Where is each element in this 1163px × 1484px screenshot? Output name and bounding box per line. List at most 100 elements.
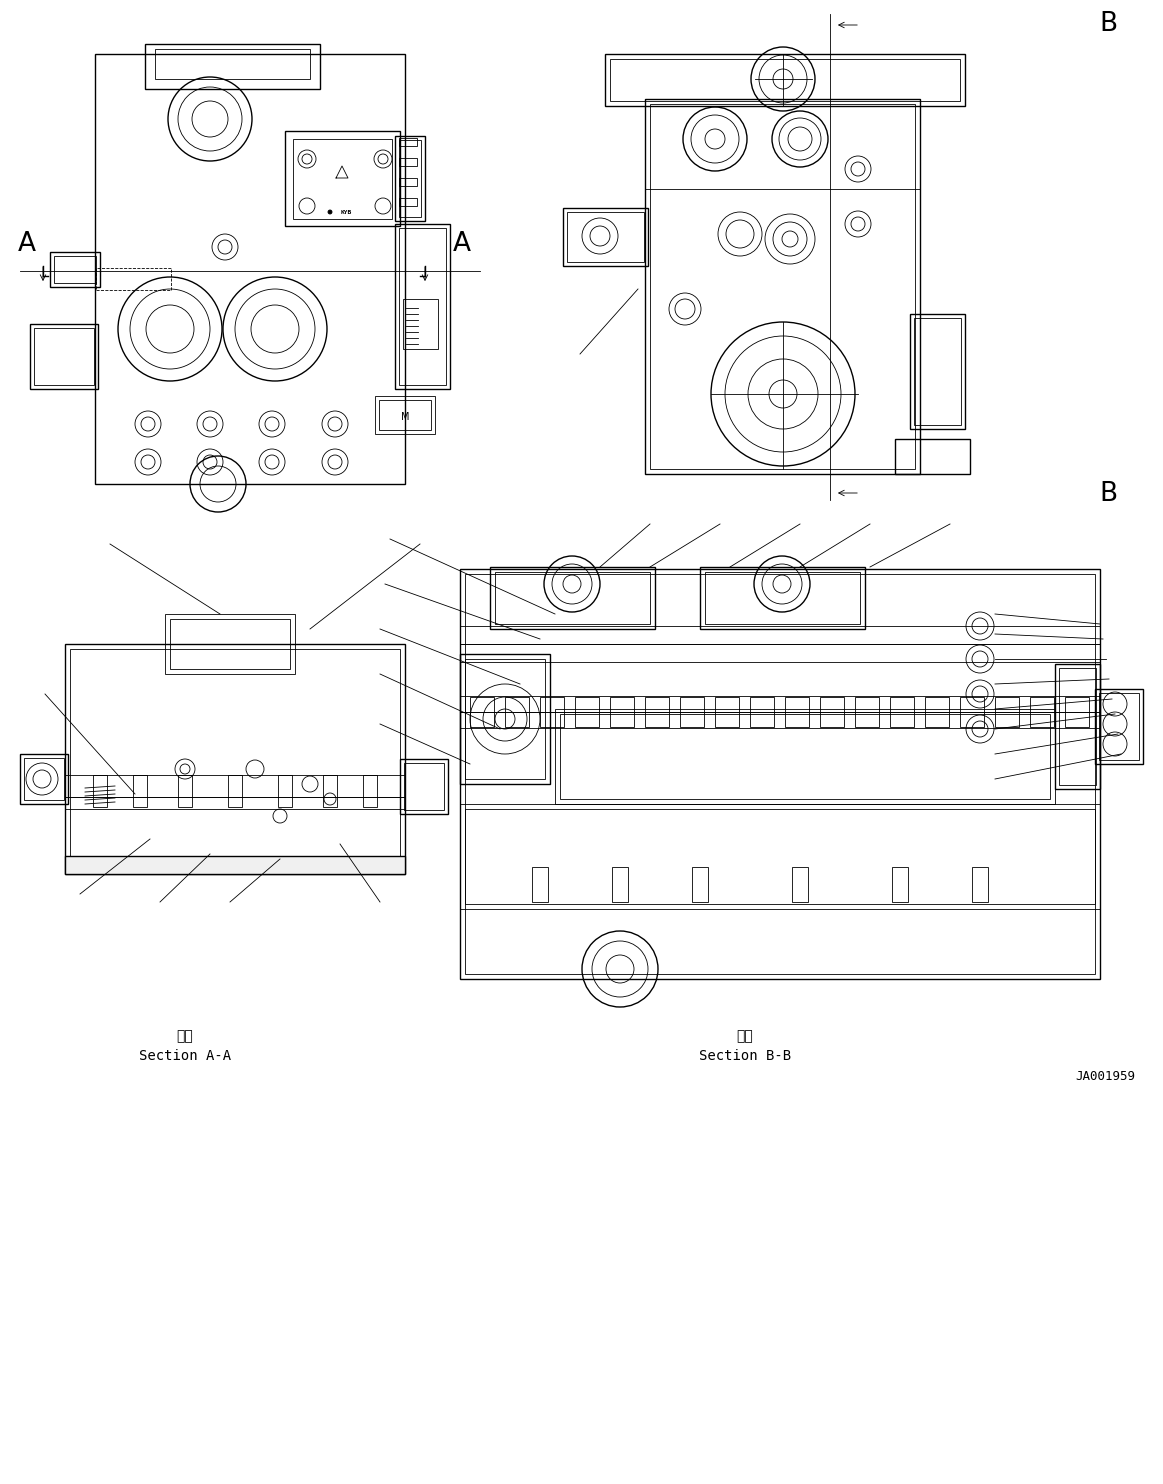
- Bar: [363, 775, 377, 807]
- Bar: [70, 649, 400, 870]
- Bar: [400, 758, 448, 815]
- Bar: [461, 804, 1100, 910]
- Bar: [792, 867, 808, 902]
- Bar: [65, 856, 405, 874]
- Bar: [399, 157, 418, 166]
- Bar: [65, 797, 405, 809]
- Text: Section B-B: Section B-B: [699, 1049, 791, 1063]
- Bar: [470, 697, 494, 727]
- Bar: [750, 697, 775, 727]
- Text: JA001959: JA001959: [1075, 1070, 1135, 1082]
- Bar: [465, 659, 545, 779]
- Bar: [540, 697, 564, 727]
- Bar: [404, 763, 444, 810]
- Bar: [820, 697, 844, 727]
- Bar: [890, 697, 914, 727]
- Bar: [896, 439, 970, 473]
- Bar: [645, 99, 920, 473]
- Bar: [20, 754, 67, 804]
- Bar: [53, 257, 97, 283]
- Text: KYB: KYB: [341, 209, 351, 215]
- Bar: [95, 53, 405, 484]
- Bar: [1055, 663, 1100, 789]
- Bar: [30, 324, 98, 389]
- Bar: [399, 138, 418, 145]
- Bar: [399, 229, 445, 384]
- Bar: [145, 45, 320, 89]
- Bar: [1030, 697, 1054, 727]
- Bar: [972, 867, 989, 902]
- Bar: [914, 318, 961, 424]
- Bar: [531, 867, 548, 902]
- Text: 断面: 断面: [177, 1028, 193, 1043]
- Text: Section A-A: Section A-A: [138, 1049, 231, 1063]
- Bar: [909, 315, 965, 429]
- Bar: [996, 697, 1019, 727]
- Bar: [399, 139, 421, 217]
- Text: B: B: [1099, 481, 1118, 508]
- Bar: [24, 758, 64, 800]
- Bar: [959, 697, 984, 727]
- Bar: [399, 178, 418, 186]
- Text: M: M: [401, 413, 409, 421]
- Bar: [611, 59, 959, 101]
- Circle shape: [328, 211, 331, 214]
- Bar: [892, 867, 908, 902]
- Bar: [495, 571, 650, 623]
- Bar: [575, 697, 599, 727]
- Bar: [568, 212, 644, 263]
- Bar: [1059, 668, 1096, 785]
- Bar: [323, 775, 337, 807]
- Bar: [34, 328, 94, 384]
- Bar: [650, 104, 915, 469]
- Bar: [379, 401, 431, 430]
- Bar: [705, 571, 859, 623]
- Bar: [395, 137, 424, 221]
- Bar: [395, 224, 450, 389]
- Text: A: A: [454, 232, 471, 257]
- Bar: [461, 626, 1100, 644]
- Bar: [50, 252, 100, 286]
- Bar: [65, 644, 405, 874]
- Bar: [399, 197, 418, 206]
- Bar: [692, 867, 708, 902]
- Bar: [461, 654, 550, 784]
- Bar: [1099, 693, 1139, 760]
- Bar: [715, 697, 739, 727]
- Bar: [293, 139, 392, 220]
- Bar: [165, 614, 295, 674]
- Bar: [65, 856, 405, 874]
- Bar: [465, 574, 1096, 974]
- Bar: [645, 697, 669, 727]
- Bar: [461, 568, 1100, 979]
- Bar: [285, 131, 400, 226]
- Bar: [93, 775, 107, 807]
- Bar: [133, 775, 147, 807]
- Bar: [645, 99, 920, 188]
- Bar: [605, 53, 965, 105]
- Bar: [700, 567, 865, 629]
- Bar: [374, 396, 435, 433]
- Bar: [465, 809, 1096, 904]
- Bar: [555, 709, 1055, 804]
- Bar: [680, 697, 704, 727]
- Bar: [490, 567, 655, 629]
- Bar: [170, 619, 290, 669]
- Bar: [785, 697, 809, 727]
- Bar: [461, 696, 1100, 712]
- Text: 断面: 断面: [736, 1028, 754, 1043]
- Bar: [461, 644, 1100, 662]
- Bar: [178, 775, 192, 807]
- Bar: [612, 867, 628, 902]
- Text: A: A: [17, 232, 36, 257]
- Bar: [155, 49, 311, 79]
- Bar: [1096, 689, 1143, 764]
- Bar: [461, 712, 1100, 729]
- Bar: [65, 775, 405, 797]
- Bar: [404, 298, 438, 349]
- Bar: [925, 697, 949, 727]
- Bar: [505, 697, 529, 727]
- Bar: [855, 697, 879, 727]
- Bar: [228, 775, 242, 807]
- Bar: [1065, 697, 1089, 727]
